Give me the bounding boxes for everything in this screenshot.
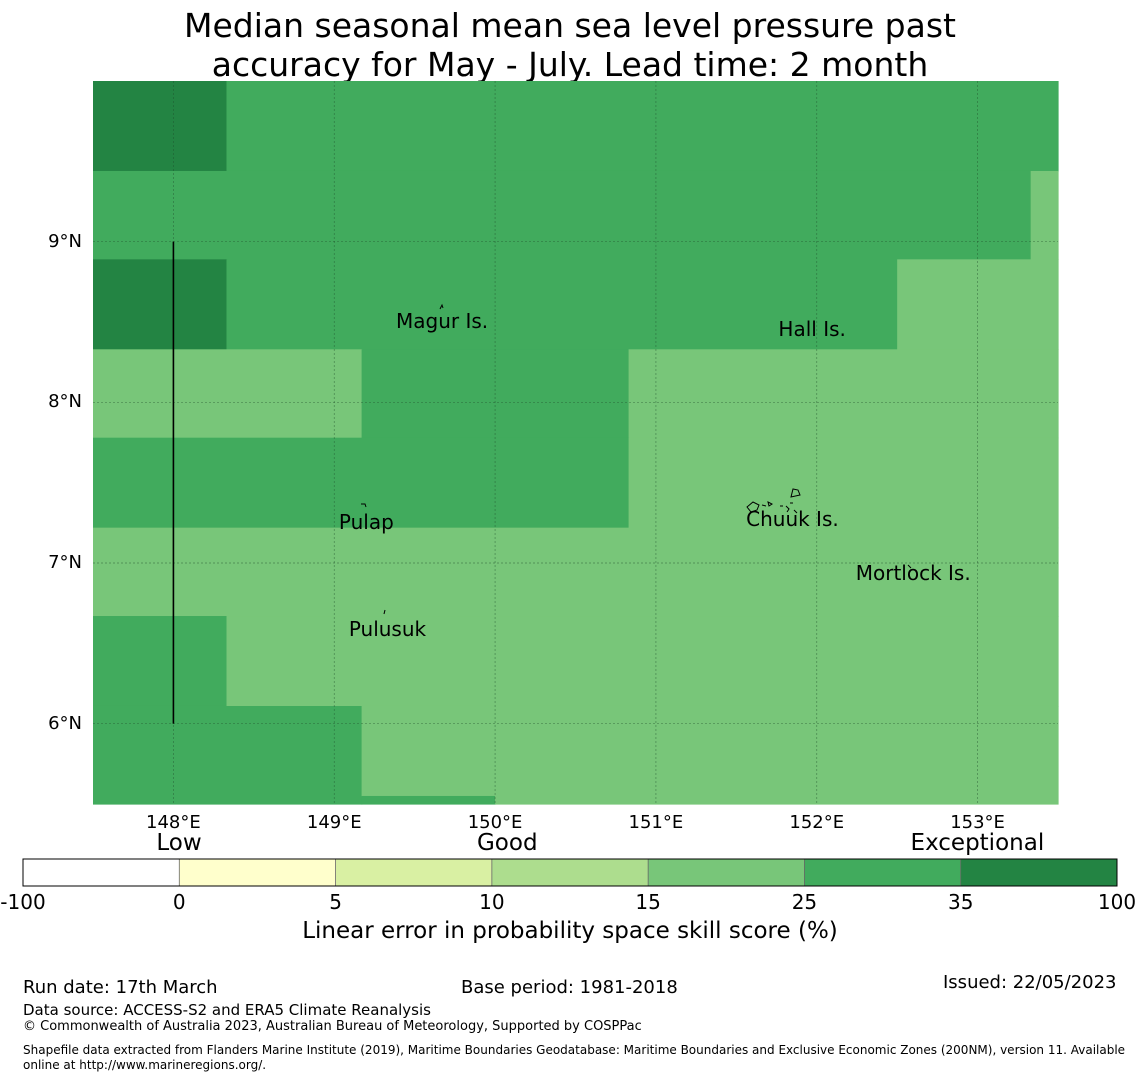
place-label: Pulap bbox=[338, 509, 394, 534]
colorbar-frame bbox=[22, 858, 1118, 887]
skill-cell-25-35 bbox=[226, 259, 898, 350]
place-label: Pulusuk bbox=[348, 617, 427, 642]
colorbar-tick-label: 25 bbox=[791, 890, 818, 914]
lon-tick-label: 148°E bbox=[146, 812, 201, 833]
skill-cell-25-35 bbox=[93, 170, 1032, 260]
colorbar-bin bbox=[491, 859, 649, 886]
mortlock-island-shape bbox=[907, 564, 912, 569]
skill-cell-15-25 bbox=[495, 705, 1059, 805]
skill-cell-25-35 bbox=[93, 616, 228, 707]
base-period: Base period: 1981-2018 bbox=[461, 977, 678, 998]
skill-cell-15-25 bbox=[93, 349, 363, 439]
skill-cell-25-35 bbox=[361, 795, 496, 805]
skill-cell-35-100 bbox=[93, 259, 228, 350]
lon-tick-label: 152°E bbox=[789, 812, 845, 833]
colorbar-tick-label: 0 bbox=[172, 890, 186, 914]
skill-cell-15-25 bbox=[226, 616, 1059, 707]
shapefile-credit-line2: online at http://www.marineregions.org/. bbox=[23, 1058, 267, 1072]
chuuk-atoll-shape bbox=[746, 488, 801, 514]
magur-island-shape bbox=[439, 303, 444, 310]
lat-tick-label: 9°N bbox=[48, 230, 82, 252]
colorbar-bin bbox=[179, 859, 336, 886]
lon-tick-label: 150°E bbox=[467, 812, 523, 833]
place-label: Magur Is. bbox=[396, 309, 489, 333]
colorbar-bin bbox=[804, 859, 961, 886]
colorbar-tick-label: 35 bbox=[947, 890, 974, 914]
pulap-island-shape bbox=[361, 503, 367, 508]
issued-date: Issued: 22/05/2023 bbox=[943, 972, 1117, 993]
skill-cell-35-100 bbox=[93, 81, 228, 172]
colorbar-bin bbox=[335, 859, 492, 886]
colorbar-title: Linear error in probability space skill … bbox=[302, 918, 838, 944]
colorbar-tick-label: 15 bbox=[635, 890, 661, 914]
lat-tick-label: 8°N bbox=[48, 391, 82, 413]
colorbar-tick-label: 100 bbox=[1097, 890, 1137, 914]
chart-title-line1: Median seasonal mean sea level pressure … bbox=[184, 6, 956, 45]
skill-cell-25-35 bbox=[93, 437, 630, 529]
lon-tick-label: 149°E bbox=[306, 812, 362, 833]
skill-cell-15-25 bbox=[628, 349, 1059, 439]
skill-cell-15-25 bbox=[1030, 170, 1059, 260]
lat-tick-label: 6°N bbox=[48, 712, 82, 734]
skill-cell-25-35 bbox=[93, 705, 363, 805]
copyright: © Commonwealth of Australia 2023, Austra… bbox=[23, 1019, 642, 1034]
lon-tick-label: 151°E bbox=[628, 812, 684, 833]
place-label: Hall Is. bbox=[778, 317, 846, 342]
shapefile-credit-line1: Shapefile data extracted from Flanders M… bbox=[23, 1043, 1126, 1057]
skill-cell-15-25 bbox=[93, 527, 1059, 617]
colorbar-bin bbox=[960, 859, 1117, 886]
data-source: Data source: ACCESS-S2 and ERA5 Climate … bbox=[23, 1001, 431, 1019]
skill-cell-15-25 bbox=[897, 259, 1059, 350]
chart-title-line2: accuracy for May - July. Lead time: 2 mo… bbox=[211, 45, 929, 84]
category-label: Low bbox=[156, 830, 202, 856]
category-label: Exceptional bbox=[910, 830, 1045, 856]
place-label: Mortlock Is. bbox=[855, 561, 971, 586]
colorbar-tick-label: 10 bbox=[479, 890, 505, 914]
skill-cell-15-25 bbox=[628, 437, 1059, 529]
colorbar-bin bbox=[648, 859, 805, 886]
place-label: Chuuk Is. bbox=[746, 506, 839, 531]
lat-tick-label: 7°N bbox=[48, 552, 82, 573]
colorbar-bin bbox=[23, 859, 180, 886]
pulusuk-island-shape bbox=[383, 609, 386, 615]
colorbar-tick-label: -100 bbox=[0, 890, 46, 914]
category-label: Good bbox=[476, 830, 538, 856]
run-date: Run date: 17th March bbox=[23, 977, 218, 998]
lon-tick-label: 153°E bbox=[950, 812, 1005, 833]
skill-cell-25-35 bbox=[226, 81, 1059, 172]
colorbar-tick-label: 5 bbox=[329, 890, 342, 914]
skill-cell-15-25 bbox=[361, 705, 496, 797]
